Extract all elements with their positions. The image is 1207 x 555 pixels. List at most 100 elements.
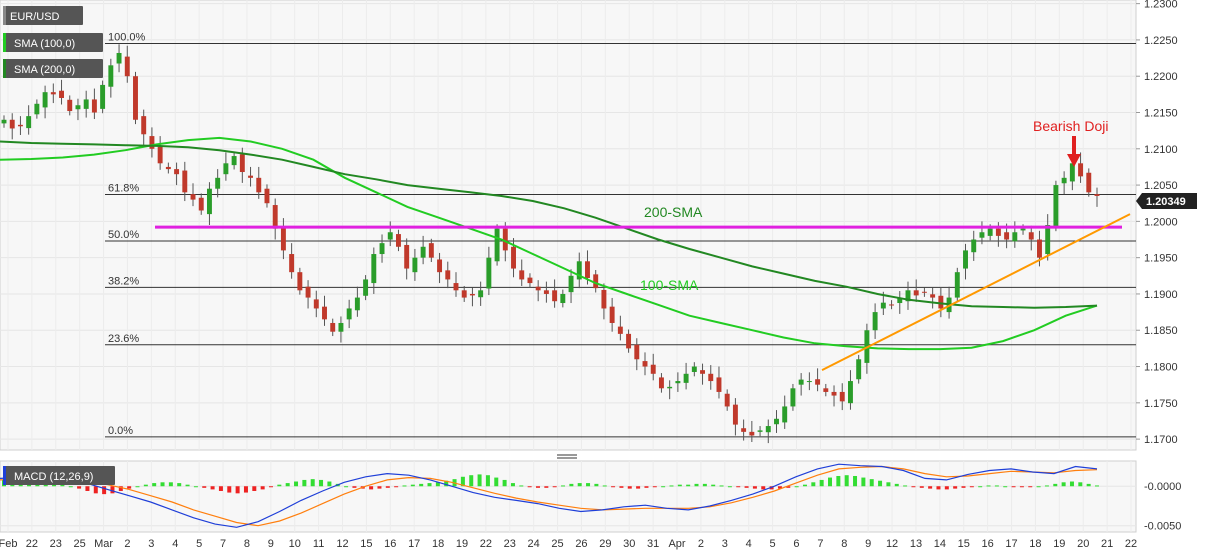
candle-body [215, 177, 221, 189]
macd-histogram-bar [444, 480, 449, 487]
macd-signal-line [0, 465, 1098, 527]
candle-body [100, 84, 106, 109]
macd-histogram-bar [644, 486, 649, 488]
candle-body [305, 286, 311, 298]
macd-histogram-bar [711, 484, 716, 487]
candle-body [34, 103, 40, 115]
macd-histogram-bar [844, 475, 849, 487]
price-panel-border [0, 0, 1137, 451]
macd-histogram-bar [719, 485, 724, 487]
macd-histogram-bar [352, 486, 357, 488]
date-tick-label: 12 [886, 538, 898, 550]
macd-histogram-bar [586, 483, 591, 487]
sma200-line [0, 140, 1098, 309]
candle-body [453, 283, 459, 291]
candle-body [741, 428, 747, 432]
macd-histogram-bar [911, 486, 916, 488]
candle-body [494, 228, 500, 262]
candle-body [108, 65, 114, 87]
macd-histogram-bar [744, 486, 749, 488]
candle-body [1061, 177, 1067, 184]
candle-body [527, 277, 533, 284]
candle-body [560, 293, 566, 304]
macd-panel-border [0, 460, 1137, 533]
candle-body [1069, 163, 1075, 182]
candles [1, 44, 1100, 444]
macd-histogram-bar [185, 484, 190, 487]
candle-body [1094, 194, 1100, 196]
sma200-badge[interactable]: SMA (200,0) [3, 59, 103, 78]
date-tick-label: 11 [313, 538, 324, 550]
price-tick-label: 1.1750 [1144, 398, 1178, 410]
panel-resize-handle[interactable] [557, 454, 577, 456]
candle-body [248, 175, 254, 178]
date-tick-label: 16 [384, 538, 396, 550]
candle-body [91, 99, 97, 113]
candle-body [264, 188, 270, 204]
macd-histogram-bar [786, 486, 791, 488]
candle-body [149, 136, 155, 149]
candle-body [445, 270, 451, 280]
macd-histogram-bar [294, 481, 299, 487]
macd-histogram-bar [727, 486, 732, 488]
macd-histogram-bar [427, 483, 432, 487]
macd-histogram-bar [1053, 483, 1058, 487]
candle-body [576, 261, 582, 280]
macd-histogram-bar [102, 486, 107, 495]
candle-body [354, 297, 360, 311]
macd-histogram-bar [561, 485, 566, 487]
macd-histogram-bar [168, 482, 173, 487]
macd-histogram-bar [460, 476, 465, 487]
macd-histogram-bar [277, 484, 282, 487]
panel-resize-handle-2[interactable] [557, 457, 577, 459]
candle-body [847, 381, 853, 404]
macd-histogram-bar [736, 486, 741, 488]
date-tick-label: 12 [336, 538, 348, 550]
macd-histogram-bar [193, 486, 198, 488]
current-price-marker: 1.20349 [1136, 193, 1197, 209]
date-tick-label: Apr [668, 538, 685, 550]
macd-histogram-bar [677, 484, 682, 487]
macd-histogram-bar [68, 486, 73, 488]
macd-histogram-bar [268, 486, 273, 488]
price-tick-label: 1.2100 [1144, 144, 1178, 156]
macd-histogram-bar [1011, 486, 1016, 488]
candle-body [1053, 185, 1059, 227]
macd-histogram-bar [836, 475, 841, 487]
candle-body [322, 306, 327, 320]
date-tick-label: 7 [220, 538, 226, 550]
candle-body [387, 232, 393, 240]
candle-body [658, 377, 664, 389]
macd-histogram-bar [602, 485, 607, 487]
macd-histogram-bar [93, 486, 98, 494]
macd-histogram-bar [903, 485, 908, 487]
current-price-label: 1.20349 [1146, 196, 1186, 208]
macd-histogram-bar [961, 486, 966, 488]
macd-histogram-bar [569, 483, 574, 487]
candle-body [700, 370, 705, 374]
candle-body [601, 289, 607, 309]
support-trendline [821, 213, 1131, 372]
date-tick-label: 29 [599, 538, 611, 550]
candle-body [971, 239, 977, 253]
candle-body [330, 322, 336, 332]
macd-histogram-bar [794, 486, 799, 488]
candle-body [428, 243, 434, 258]
candle-body [757, 430, 763, 432]
macd-histogram-bar [1069, 481, 1074, 487]
macd-histogram-bar [694, 483, 699, 487]
candle-body [683, 373, 689, 383]
sma100-badge[interactable]: SMA (100,0) [3, 33, 103, 52]
macd-histogram-bar [510, 483, 515, 487]
macd-histogram-bar [802, 484, 807, 487]
candle-body [124, 56, 130, 77]
macd-histogram-bar [410, 484, 415, 487]
price-tick-label: 1.1700 [1144, 434, 1178, 446]
candle-body [42, 92, 48, 108]
sma100-chart-label: 100-SMA [640, 277, 699, 293]
fib-level-label: 50.0% [108, 229, 139, 241]
symbol-badge: EUR/USD [3, 6, 83, 25]
candle-body [50, 92, 56, 95]
candle-body [856, 359, 862, 380]
candle-body [585, 261, 590, 278]
